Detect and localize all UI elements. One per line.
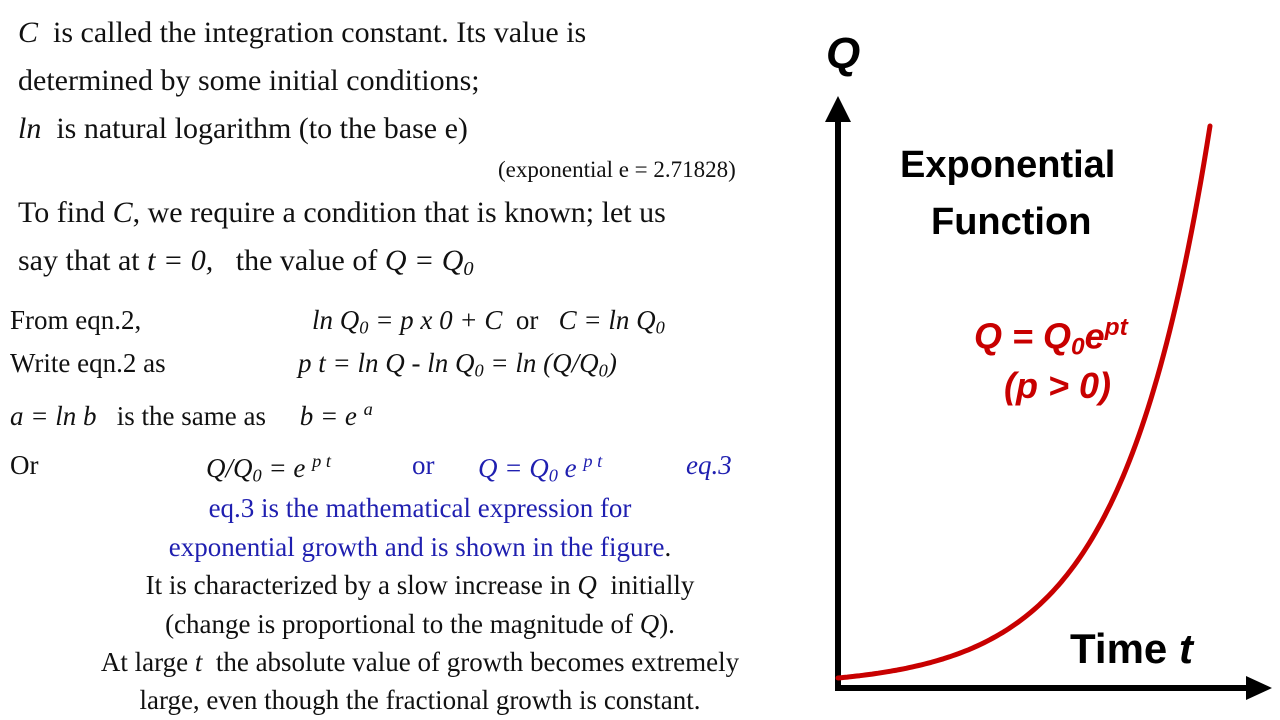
description-line-4: (change is proportional to the magnitude…: [165, 609, 675, 639]
intro-line-4: To find C, we require a condition that i…: [18, 196, 666, 229]
eq3-label: eq.3: [686, 450, 732, 480]
description-line-3: It is characterized by a slow increase i…: [145, 570, 695, 600]
or-middle: or: [412, 450, 435, 480]
intro-line-5: say that at t = 0, the value of Q = Q0: [18, 244, 474, 281]
x-axis-arrowhead: [1246, 676, 1272, 700]
description-line-5: At large t the absolute value of growth …: [100, 647, 740, 677]
intro-line-1: C is called the integration constant. It…: [18, 16, 587, 49]
intro-line-3: ln is natural logarithm (to the base e): [18, 112, 468, 145]
log-exp-identity: a = ln b is the same as b = e a: [10, 399, 373, 432]
y-axis-arrowhead: [825, 96, 851, 122]
condition-label: (p > 0): [1004, 365, 1112, 406]
ratio-expression: Q/Q0 = e p t: [206, 451, 332, 486]
exponential-expression: Q = Q0 e p t: [478, 451, 603, 486]
y-axis-label: Q: [826, 29, 861, 78]
write-eqn-expression: p t = ln Q - ln Q0 = ln (Q/Q0): [298, 348, 617, 381]
x-axis-label: Time t: [1070, 625, 1193, 672]
or-label: Or: [10, 450, 39, 480]
graph-title-line-1: Exponential: [900, 144, 1116, 186]
description-line-6: large, even though the fractional growth…: [139, 685, 701, 715]
description-line-1: eq.3 is the mathematical expression for: [208, 493, 632, 523]
formula-label: Q = Q0ept: [974, 314, 1128, 361]
graph-title-line-2: Function: [931, 201, 1092, 243]
description-line-2: exponential growth and is shown in the f…: [168, 532, 672, 562]
e-value-note: (exponential e = 2.71828): [498, 157, 736, 182]
intro-line-2: determined by some initial conditions;: [18, 64, 480, 97]
from-eqn-label: From eqn.2,: [10, 305, 142, 335]
write-eqn-label: Write eqn.2 as: [10, 348, 166, 378]
from-eqn-expression: ln Q0 = p x 0 + C or C = ln Q0: [312, 305, 665, 338]
exponential-curve: [835, 123, 1213, 681]
